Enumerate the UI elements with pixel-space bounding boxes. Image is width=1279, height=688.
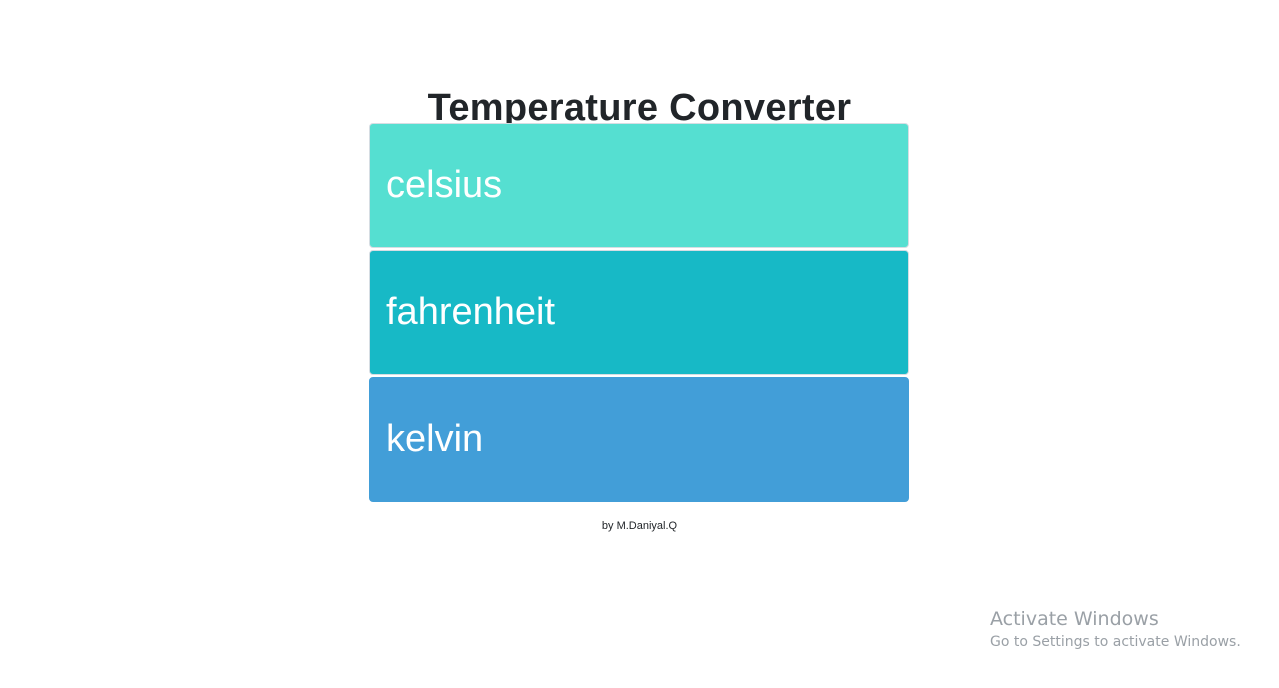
page-title: Temperature Converter	[427, 87, 852, 130]
author-credit: by M.Daniyal.Q	[601, 520, 678, 532]
celsius-input[interactable]	[369, 123, 909, 248]
windows-activation-watermark: Activate Windows Go to Settings to activ…	[990, 608, 1241, 650]
watermark-subtitle: Go to Settings to activate Windows.	[990, 634, 1241, 650]
fahrenheit-input[interactable]	[369, 250, 909, 375]
kelvin-input[interactable]	[369, 377, 909, 502]
converter-form	[369, 123, 909, 504]
watermark-title: Activate Windows	[990, 608, 1159, 630]
